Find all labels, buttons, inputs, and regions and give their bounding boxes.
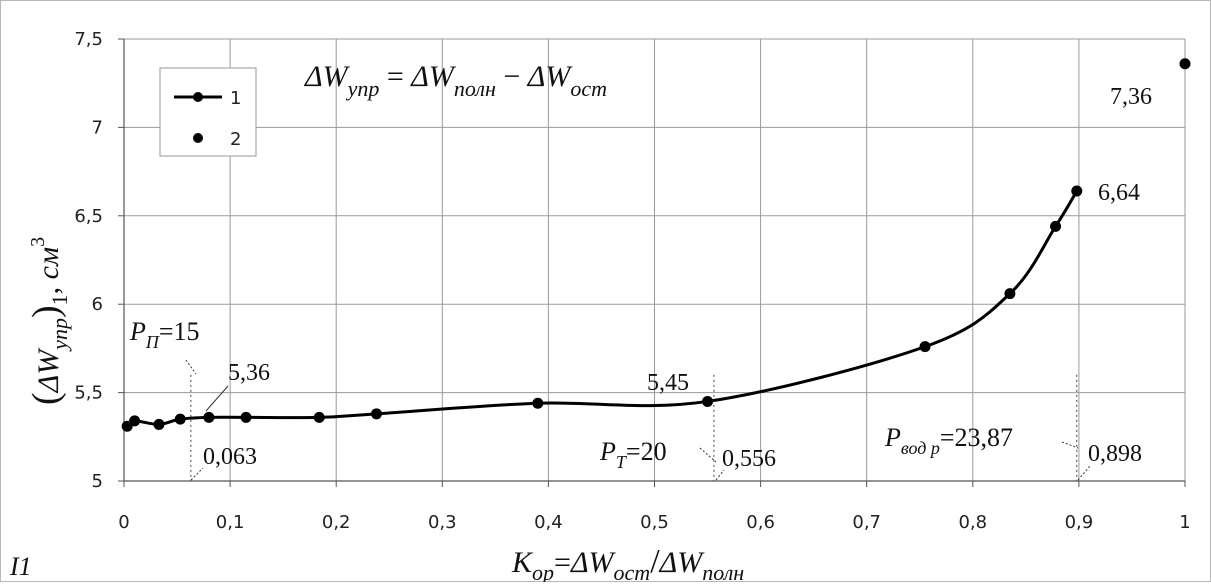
series-line (126, 190, 1079, 428)
x-tick-label: 0,5 (640, 512, 669, 533)
data-point (153, 418, 165, 430)
x-tick-label: 0,8 (958, 512, 987, 533)
annotation-pv: Pвод р=23,87 (884, 423, 1013, 458)
data-point (1004, 288, 1016, 300)
y-tick-label: 6,5 (74, 206, 103, 227)
leader-x3 (1077, 465, 1091, 481)
x-tick-label: 0 (118, 512, 129, 533)
plot-area (121, 58, 1191, 432)
legend-label-1: 1 (230, 88, 241, 109)
data-point (313, 411, 325, 423)
axes: 0 0,1 0,2 0,3 0,4 0,5 0,6 0,7 0,8 0,9 1 5 5,5 6 6,5 7 7,… (74, 29, 1190, 533)
panel-label: I1 (9, 552, 32, 581)
x-tick-label: 0,3 (428, 512, 457, 533)
data-point (1179, 58, 1191, 70)
data-point (1071, 185, 1083, 197)
x-tick-label: 0,2 (322, 512, 351, 533)
annotation-y3: 6,64 (1098, 180, 1140, 206)
annotation-x2: 0,556 (722, 446, 776, 472)
x-tick-label: 0,1 (216, 512, 245, 533)
data-point (702, 395, 714, 407)
y-tick-label: 7,5 (74, 29, 103, 50)
annotation-x3: 0,898 (1088, 441, 1142, 467)
data-point (174, 413, 186, 425)
data-point (203, 411, 215, 423)
formula-text: ΔWупр = ΔWполн − ΔWост (304, 60, 607, 101)
legend-marker-1 (193, 92, 203, 102)
y-tick-label: 6 (92, 294, 103, 315)
annotation-x1: 0,063 (203, 444, 257, 470)
legend-box (159, 67, 257, 157)
x-axis-label: Kор=ΔWост/ΔWполн (511, 543, 744, 582)
leader-pv (1061, 441, 1079, 449)
x-tick-label: 1 (1179, 512, 1190, 533)
y-tick-label: 5,5 (74, 383, 103, 404)
legend: 1 2 (159, 67, 257, 157)
leader-pp (185, 359, 197, 375)
leader-y1 (205, 385, 229, 412)
annotation-pt: PT=20 (599, 437, 667, 472)
data-point (240, 411, 252, 423)
x-tick-label: 0,7 (852, 512, 881, 533)
leader-x1 (190, 467, 204, 481)
x-tick-label: 0,6 (746, 512, 775, 533)
data-point (1050, 220, 1062, 232)
leader-pt (699, 447, 717, 463)
data-point (371, 408, 383, 420)
x-tick-label: 0,4 (534, 512, 563, 533)
annotation-y4: 7,36 (1110, 84, 1152, 110)
grid (124, 38, 1186, 481)
annotation-pp: PП=15 (129, 317, 200, 352)
legend-label-2: 2 (230, 129, 241, 150)
data-point (919, 341, 931, 353)
annotation-y1: 5,36 (228, 360, 270, 386)
data-point (532, 397, 544, 409)
annotation-y2: 5,45 (647, 370, 689, 396)
y-axis-label: (ΔWупр)1, см3 (25, 237, 72, 405)
legend-marker-2 (193, 133, 203, 143)
y-tick-label: 7 (92, 117, 103, 138)
data-point (129, 415, 141, 427)
y-tick-label: 5 (92, 471, 103, 492)
x-tick-label: 0,9 (1065, 512, 1094, 533)
